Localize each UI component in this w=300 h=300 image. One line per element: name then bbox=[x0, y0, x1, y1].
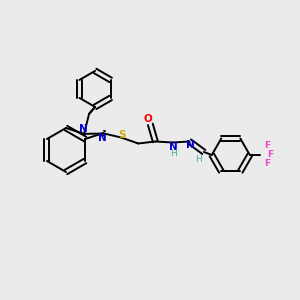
Text: F: F bbox=[267, 150, 273, 159]
Text: F: F bbox=[264, 141, 270, 150]
Text: N: N bbox=[98, 133, 106, 143]
Text: F: F bbox=[264, 159, 270, 168]
Text: H: H bbox=[195, 155, 202, 164]
Text: N: N bbox=[186, 140, 195, 151]
Text: H: H bbox=[170, 149, 177, 158]
Text: O: O bbox=[144, 114, 153, 124]
Text: N: N bbox=[169, 142, 178, 152]
Text: S: S bbox=[118, 130, 126, 140]
Text: N: N bbox=[79, 124, 87, 134]
